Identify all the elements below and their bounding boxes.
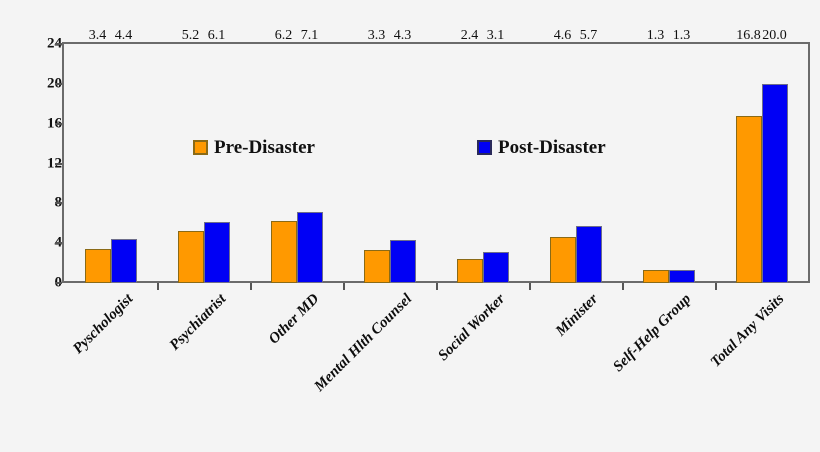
bar-value-label: 4.4 — [114, 27, 133, 43]
x-axis-category-label: Minister — [552, 291, 601, 340]
bar-value-label: 3.1 — [486, 27, 505, 43]
bar-slot: 3.4 — [84, 28, 111, 283]
bar-value-label: 5.2 — [181, 27, 200, 43]
bar-group: 3.3 4.3 — [343, 28, 436, 283]
bar-post-disaster[interactable]: 4.4 — [110, 28, 137, 283]
bar-value-label: 16.8 — [736, 27, 761, 43]
bar-group: 1.3 1.3 — [622, 28, 715, 283]
bar-group: 16.8 20.0 — [715, 28, 808, 283]
bar-slot: 2.4 — [456, 28, 483, 283]
bar-value-label: 1.3 — [646, 27, 665, 43]
y-axis: 0 4 8 12 16 20 24 — [0, 0, 62, 452]
legend-swatch-post-icon — [477, 140, 492, 155]
bar-pre-disaster[interactable]: 16.8 — [735, 28, 762, 283]
x-axis-tick-mark — [436, 283, 438, 290]
y-axis-tick-mark — [55, 162, 62, 165]
bar-group: 3.4 4.4 — [64, 28, 157, 283]
bar-group: 5.2 6.1 — [157, 28, 250, 283]
bar-group: 4.6 5.7 — [529, 28, 622, 283]
x-axis-category-label: Social Worker — [434, 291, 508, 365]
legend-swatch-pre-icon — [193, 140, 208, 155]
bar-slot: 4.3 — [389, 28, 416, 283]
bar-slot: 4.6 — [549, 28, 576, 283]
x-axis-tick-mark — [622, 283, 624, 290]
bar-post-disaster[interactable]: 1.3 — [668, 28, 695, 283]
y-axis-tick-mark — [55, 282, 62, 284]
bar-slot: 3.1 — [482, 28, 509, 283]
bar-slot: 5.2 — [177, 28, 204, 283]
x-axis-tick-mark — [250, 283, 252, 290]
bar-group: 6.2 7.1 — [250, 28, 343, 283]
bar-pre-disaster[interactable]: 3.3 — [363, 28, 390, 283]
bar-slot: 7.1 — [296, 28, 323, 283]
y-axis-tick-mark — [55, 202, 62, 205]
bar-post-disaster[interactable]: 3.1 — [482, 28, 509, 283]
x-axis-tick-mark — [157, 283, 159, 290]
y-axis-tick-label: 12 — [47, 155, 62, 171]
bar-slot: 4.4 — [110, 28, 137, 283]
bar-slot: 5.7 — [575, 28, 602, 283]
bar-pre-disaster[interactable]: 6.2 — [270, 28, 297, 283]
bar-value-label: 6.1 — [207, 27, 226, 43]
bar-slot: 20.0 — [761, 28, 788, 283]
y-axis-tick-mark — [55, 122, 62, 125]
legend-item-post-disaster: Post-Disaster — [477, 138, 606, 157]
bar-post-disaster[interactable]: 6.1 — [203, 28, 230, 283]
bar-slot: 6.1 — [203, 28, 230, 283]
bar-slot: 6.2 — [270, 28, 297, 283]
bar-value-label: 3.3 — [367, 27, 386, 43]
y-axis-tick-label: 16 — [47, 115, 62, 132]
x-axis-category-label: Total Any Visits — [707, 291, 787, 371]
x-axis-tick-mark — [715, 283, 717, 290]
y-axis-tick-mark — [55, 43, 62, 45]
legend-item-pre-disaster: Pre-Disaster — [193, 138, 315, 157]
y-axis-tick-label: 24 — [47, 35, 62, 52]
x-axis-category-label: Psychiatrist — [166, 291, 229, 354]
bar-pre-disaster[interactable]: 4.6 — [549, 28, 576, 283]
bar-value-label: 7.1 — [300, 27, 319, 43]
bar-pre-disaster[interactable]: 3.4 — [84, 28, 111, 283]
y-axis-tick-mark — [55, 82, 62, 85]
x-axis-category-label: Pyschologist — [69, 291, 136, 358]
bar-pre-disaster[interactable]: 5.2 — [177, 28, 204, 283]
bar-group: 2.4 3.1 — [436, 28, 529, 283]
bar-value-label: 3.4 — [88, 27, 107, 43]
bar-post-disaster[interactable]: 4.3 — [389, 28, 416, 283]
x-axis-category-label: Other MD — [265, 291, 322, 348]
bar-value-label: 1.3 — [672, 27, 691, 43]
x-axis-category-label: Mental Hlth Counsel — [310, 291, 415, 395]
bar-pre-disaster[interactable]: 1.3 — [642, 28, 669, 283]
bar-slot: 1.3 — [642, 28, 669, 283]
bar-value-label: 6.2 — [274, 27, 293, 43]
y-axis-tick-mark — [55, 242, 62, 245]
bar-slot: 1.3 — [668, 28, 695, 283]
x-axis-tick-mark — [529, 283, 531, 290]
x-axis-category-label: Self-Help Group — [609, 291, 694, 376]
bar-pre-disaster[interactable]: 2.4 — [456, 28, 483, 283]
y-axis-tick-label: 20 — [47, 75, 62, 92]
x-axis-tick-mark — [343, 283, 345, 290]
bar-value-label: 5.7 — [579, 27, 598, 43]
legend-label-pre: Pre-Disaster — [214, 137, 315, 158]
bar-slot: 3.3 — [363, 28, 390, 283]
x-axis-labels: Pyschologist Psychiatrist Other MD Mental H… — [64, 291, 808, 411]
bar-value-label: 4.6 — [553, 27, 572, 43]
bar-value-label: 2.4 — [460, 27, 479, 43]
bar-post-disaster[interactable]: 7.1 — [296, 28, 323, 283]
x-axis-ticks — [64, 283, 808, 291]
bar-value-label: 4.3 — [393, 27, 412, 43]
bar-post-disaster[interactable]: 20.0 — [761, 28, 788, 283]
bar-slot: 16.8 — [735, 28, 762, 283]
legend-label-post: Post-Disaster — [498, 137, 606, 158]
bars-container: 3.4 4.4 5.2 6.1 6.2 7.1 3.3 4.3 2.4 3.1 4.6 5.7 1.3 1… — [64, 28, 808, 283]
bar-post-disaster[interactable]: 5.7 — [575, 28, 602, 283]
bar-value-label: 20.0 — [762, 27, 787, 43]
